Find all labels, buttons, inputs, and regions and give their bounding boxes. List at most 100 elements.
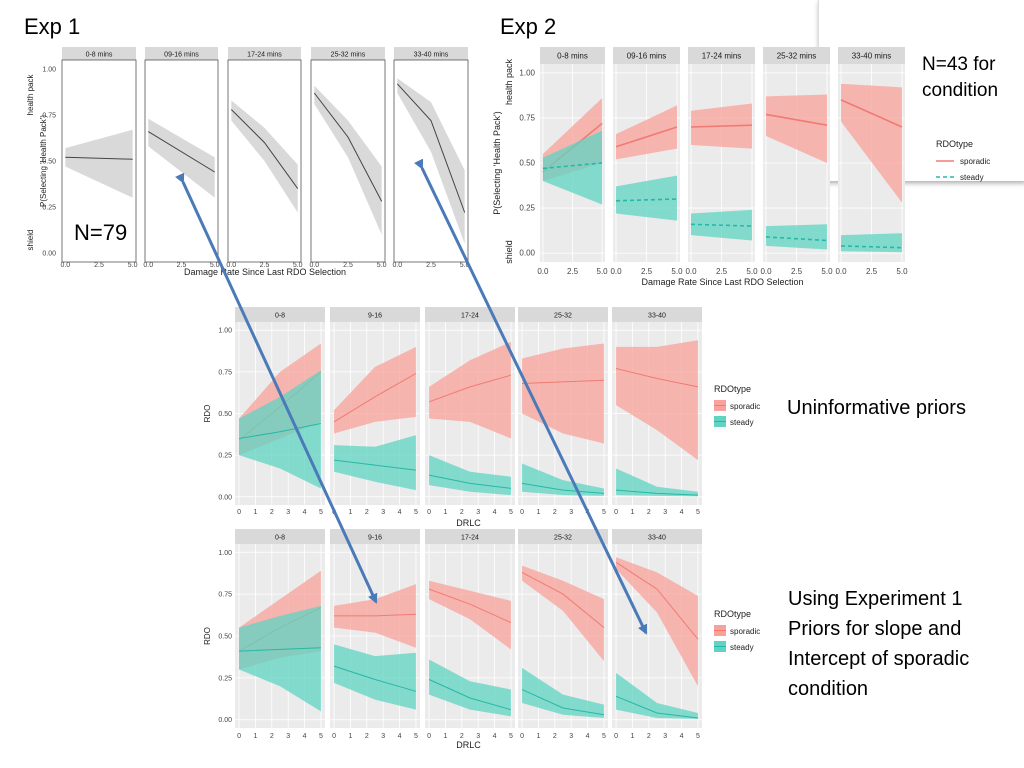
x-tick-label: 1 <box>348 733 352 740</box>
series-line-series <box>148 131 215 173</box>
x-tick-label: 5.0 <box>896 267 908 276</box>
legend-label-sporadic: sporadic <box>960 157 990 166</box>
series-line-steady <box>428 679 512 711</box>
panel-strip-label: 17-24 mins <box>247 52 282 59</box>
y-tick-label: 0.50 <box>519 159 535 168</box>
x-tick-label: 0 <box>332 733 336 740</box>
x-tick-label: 2.5 <box>866 267 878 276</box>
x-tick-label: 3 <box>476 509 480 516</box>
y-tick-label: 0.00 <box>519 249 535 258</box>
x-axis-title: Damage Rate Since Last RDO Selection <box>641 277 803 287</box>
y-tick-label: 0.00 <box>42 250 56 257</box>
x-tick-label: 5.0 <box>671 267 683 276</box>
chart-exp1_priors: 0-8 0 1 2 3 4 5 9-16 0 1 2 3 4 5 17-24 0 1 2 3 4 5 25-32 0 1 2 3 4… <box>203 529 760 750</box>
y-tick-label: 0.50 <box>218 411 232 418</box>
panel-uninformative-2: 17-24 0 1 2 3 4 5 <box>425 307 515 516</box>
confidence-band-steady <box>239 605 321 712</box>
x-tick-label: 2 <box>270 733 274 740</box>
panel-exp2-4: 33-40 mins 0.0 2.5 5.0 <box>835 47 908 276</box>
exp1-title: Exp 1 <box>24 14 81 39</box>
x-tick-label: 0.0 <box>685 267 697 276</box>
x-tick-label: 2 <box>460 509 464 516</box>
confidence-band-sporadic <box>841 83 902 203</box>
x-tick-label: 3 <box>476 733 480 740</box>
y-tick-label: 1.00 <box>42 67 56 74</box>
panel-strip-label: 17-24 <box>461 535 479 542</box>
x-tick-label: 4 <box>493 509 497 516</box>
y-tick-label: 0.00 <box>218 717 232 724</box>
y-axis-title: P(Selecting 'Health Pack') <box>39 115 48 207</box>
panel-strip-label: 17-24 <box>461 313 479 320</box>
panel-uninformative-4: 33-40 0 1 2 3 4 5 <box>612 307 702 516</box>
legend-label-sporadic: sporadic <box>730 627 760 636</box>
y-tick-label: 0.00 <box>218 494 232 501</box>
x-tick-label: 4 <box>493 733 497 740</box>
series-line-steady <box>333 665 417 692</box>
panel-strip-label: 25-32 mins <box>777 52 817 61</box>
x-tick-label: 5 <box>696 509 700 516</box>
x-tick-label: 5 <box>696 733 700 740</box>
x-tick-label: 2.5 <box>641 267 653 276</box>
panel-strip-label: 9-16 <box>368 313 382 320</box>
legend-uninformative: RDOtype sporadic steady <box>714 384 760 427</box>
x-tick-label: 4 <box>303 733 307 740</box>
panel-exp2-1: 09-16 mins 0.0 2.5 5.0 <box>610 47 683 276</box>
x-axis-title: DRLC <box>456 518 481 528</box>
panel-strip <box>613 47 680 64</box>
panel-strip-label: 25-32 <box>554 535 572 542</box>
y-tick-label: 0.25 <box>519 204 535 213</box>
x-tick-label: 2.5 <box>426 262 436 269</box>
panel-strip <box>763 47 830 64</box>
confidence-band-series <box>65 129 133 198</box>
series-line-steady <box>840 245 903 249</box>
x-tick-label: 3 <box>286 509 290 516</box>
uninformative-priors-label: Uninformative priors <box>787 397 966 419</box>
legend-exp2: RDOtype sporadic steady <box>936 139 990 182</box>
panel-strip-label: 0-8 mins <box>557 52 588 61</box>
legend-exp1_priors: RDOtype sporadic steady <box>714 609 760 652</box>
legend-label-sporadic: sporadic <box>730 402 760 411</box>
series-line-sporadic <box>615 126 678 148</box>
y-tick-label: 0.50 <box>42 159 56 166</box>
y-tick-label: 0.75 <box>218 369 232 376</box>
x-tick-label: 3 <box>569 509 573 516</box>
x-tick-label: 0 <box>237 509 241 516</box>
panel-strip <box>838 47 905 64</box>
panel-strip <box>228 47 301 60</box>
panel-strip-label: 33-40 <box>648 535 666 542</box>
x-tick-label: 1 <box>536 509 540 516</box>
exp1-priors-label: Using Experiment 1 Priors for slope and … <box>788 588 970 700</box>
connector-arrow-2 <box>414 158 648 635</box>
series-line-steady <box>690 223 753 227</box>
panel-strip-label: 33-40 mins <box>414 52 449 59</box>
x-tick-label: 2 <box>647 509 651 516</box>
x-tick-label: 0.0 <box>610 267 622 276</box>
x-axis-title: DRLC <box>456 740 481 750</box>
exp2-title: Exp 2 <box>500 14 557 39</box>
y-tick-label: 0.75 <box>218 592 232 599</box>
x-tick-label: 2.5 <box>94 262 104 269</box>
legend-label-steady: steady <box>730 418 754 427</box>
x-tick-label: 2 <box>553 509 557 516</box>
x-tick-label: 1 <box>348 509 352 516</box>
x-tick-label: 0.0 <box>835 267 847 276</box>
x-tick-label: 0.0 <box>537 267 549 276</box>
x-tick-label: 0.0 <box>760 267 772 276</box>
panel-strip-label: 0-8 <box>275 313 285 320</box>
x-tick-label: 4 <box>680 509 684 516</box>
x-tick-label: 0 <box>427 509 431 516</box>
x-tick-label: 2.5 <box>567 267 579 276</box>
x-axis-title: Damage Rate Since Last RDO Selection <box>184 267 346 277</box>
confidence-band-sporadic <box>766 94 827 163</box>
chart-uninformative: 0-8 0 1 2 3 4 5 9-16 0 1 2 3 4 5 17-24 0 1 2 3 4 5 25-32 0 1 2 3 4… <box>203 307 760 528</box>
x-tick-label: 5 <box>319 733 323 740</box>
confidence-band-steady <box>616 672 698 719</box>
series-line-steady <box>521 689 605 716</box>
exp1-sample-size: N=79 <box>74 220 128 245</box>
x-tick-label: 5 <box>602 733 606 740</box>
x-tick-label: 5 <box>414 733 418 740</box>
x-tick-label: 0 <box>237 733 241 740</box>
